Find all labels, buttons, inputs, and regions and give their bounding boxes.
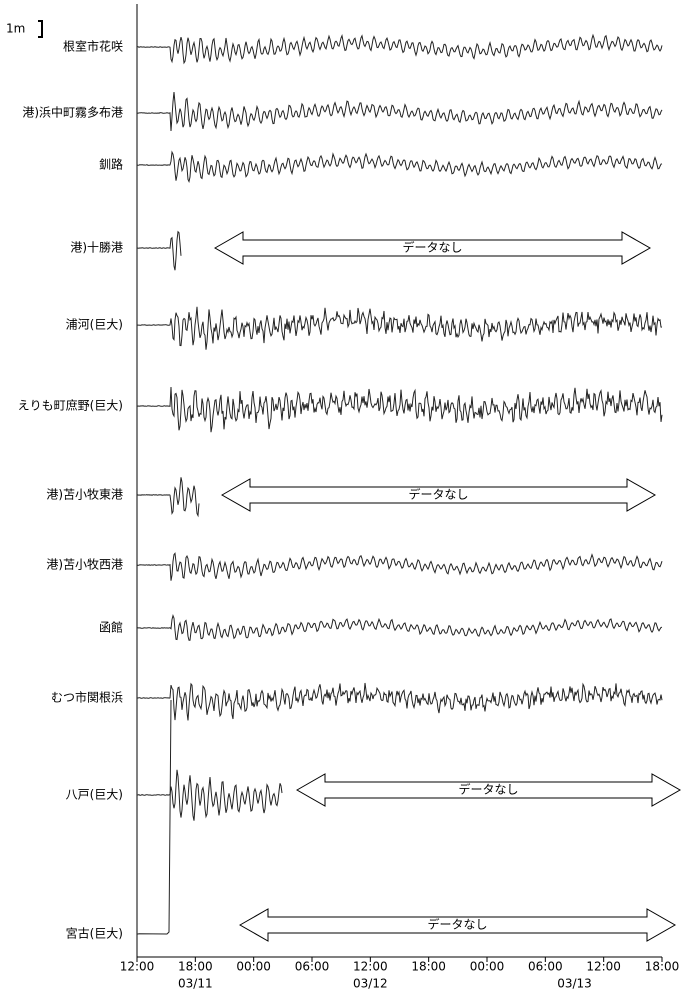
waveform (136, 306, 663, 350)
station-label: 函館 (99, 620, 123, 635)
date-label: 03/12 (353, 977, 388, 991)
no-data-arrow (220, 478, 657, 512)
station-label: 港)浜中町霧多布港 (22, 105, 123, 120)
date-label: 03/13 (557, 977, 592, 991)
x-tick-label: 12:00 (586, 960, 621, 974)
station-label: 浦河(巨大) (66, 318, 123, 332)
no-data-label: データなし (408, 487, 468, 502)
no-data-label: データなし (458, 782, 518, 797)
scale-bracket (38, 20, 43, 38)
x-tick-label: 18:00 (645, 960, 680, 974)
x-tick-label: 18:00 (411, 960, 446, 974)
x-tick-label: 18:00 (178, 960, 213, 974)
scale-label: 1m (6, 22, 25, 36)
waveform (137, 699, 172, 935)
x-tick-label: 12:00 (353, 960, 388, 974)
station-label: 釧路 (99, 157, 123, 172)
x-tick-label: 12:00 (120, 960, 155, 974)
no-data-label: データなし (427, 917, 487, 932)
x-tick-label: 00:00 (236, 960, 271, 974)
date-label: 03/11 (178, 977, 213, 991)
station-label: えりも町庶野(巨大) (18, 398, 123, 413)
station-label: 港)苫小牧東港 (46, 488, 123, 502)
x-tick-label: 06:00 (295, 960, 330, 974)
no-data-arrow (295, 773, 682, 807)
waveform (136, 477, 200, 518)
station-label: 港)苫小牧西港 (46, 558, 123, 572)
no-data-label: データなし (402, 240, 462, 255)
no-data-arrow (213, 231, 652, 265)
waveform (136, 769, 283, 821)
x-tick-label: 00:00 (470, 960, 505, 974)
waveform (136, 552, 663, 581)
waveform (137, 682, 663, 721)
waveform (136, 613, 663, 641)
station-label: むつ市関根浜 (51, 690, 123, 705)
station-label: 宮古(巨大) (66, 926, 123, 941)
station-label: 根室市花咲 (63, 39, 123, 54)
waveform (136, 386, 663, 433)
waveform (136, 92, 663, 132)
station-label: 八戸(巨大) (66, 788, 123, 802)
station-label: 港)十勝港 (70, 240, 123, 255)
waveform (136, 230, 182, 271)
waveform (136, 150, 663, 183)
x-tick-label: 06:00 (528, 960, 563, 974)
waveform (136, 33, 663, 65)
no-data-arrow (238, 908, 677, 942)
